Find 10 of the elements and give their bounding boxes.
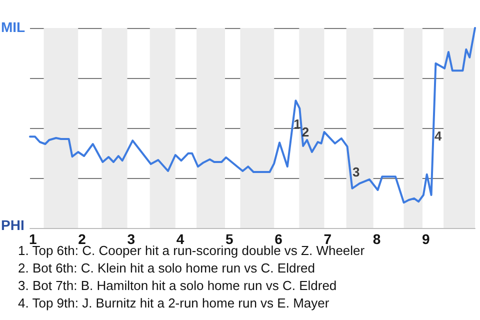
- text: MIL: [1, 19, 26, 35]
- text: 4. Top 9th: J. Burnitz hit a 2-run home run vs E. Mayer: [18, 296, 330, 310]
- text: 2. Bot 6th: C. Klein hit a solo home run vs C. Eldred: [18, 260, 315, 276]
- text: 3. Bot 7th: B. Hamilton hit a solo home run vs C. Eldred: [18, 278, 337, 293]
- annotation: 3: [352, 164, 360, 180]
- annotation: 4: [434, 128, 443, 144]
- x-tick-label: 9: [422, 231, 430, 247]
- x-tick-label: 8: [372, 231, 381, 247]
- annotation: 1: [294, 116, 301, 132]
- text: PHI: [1, 217, 24, 233]
